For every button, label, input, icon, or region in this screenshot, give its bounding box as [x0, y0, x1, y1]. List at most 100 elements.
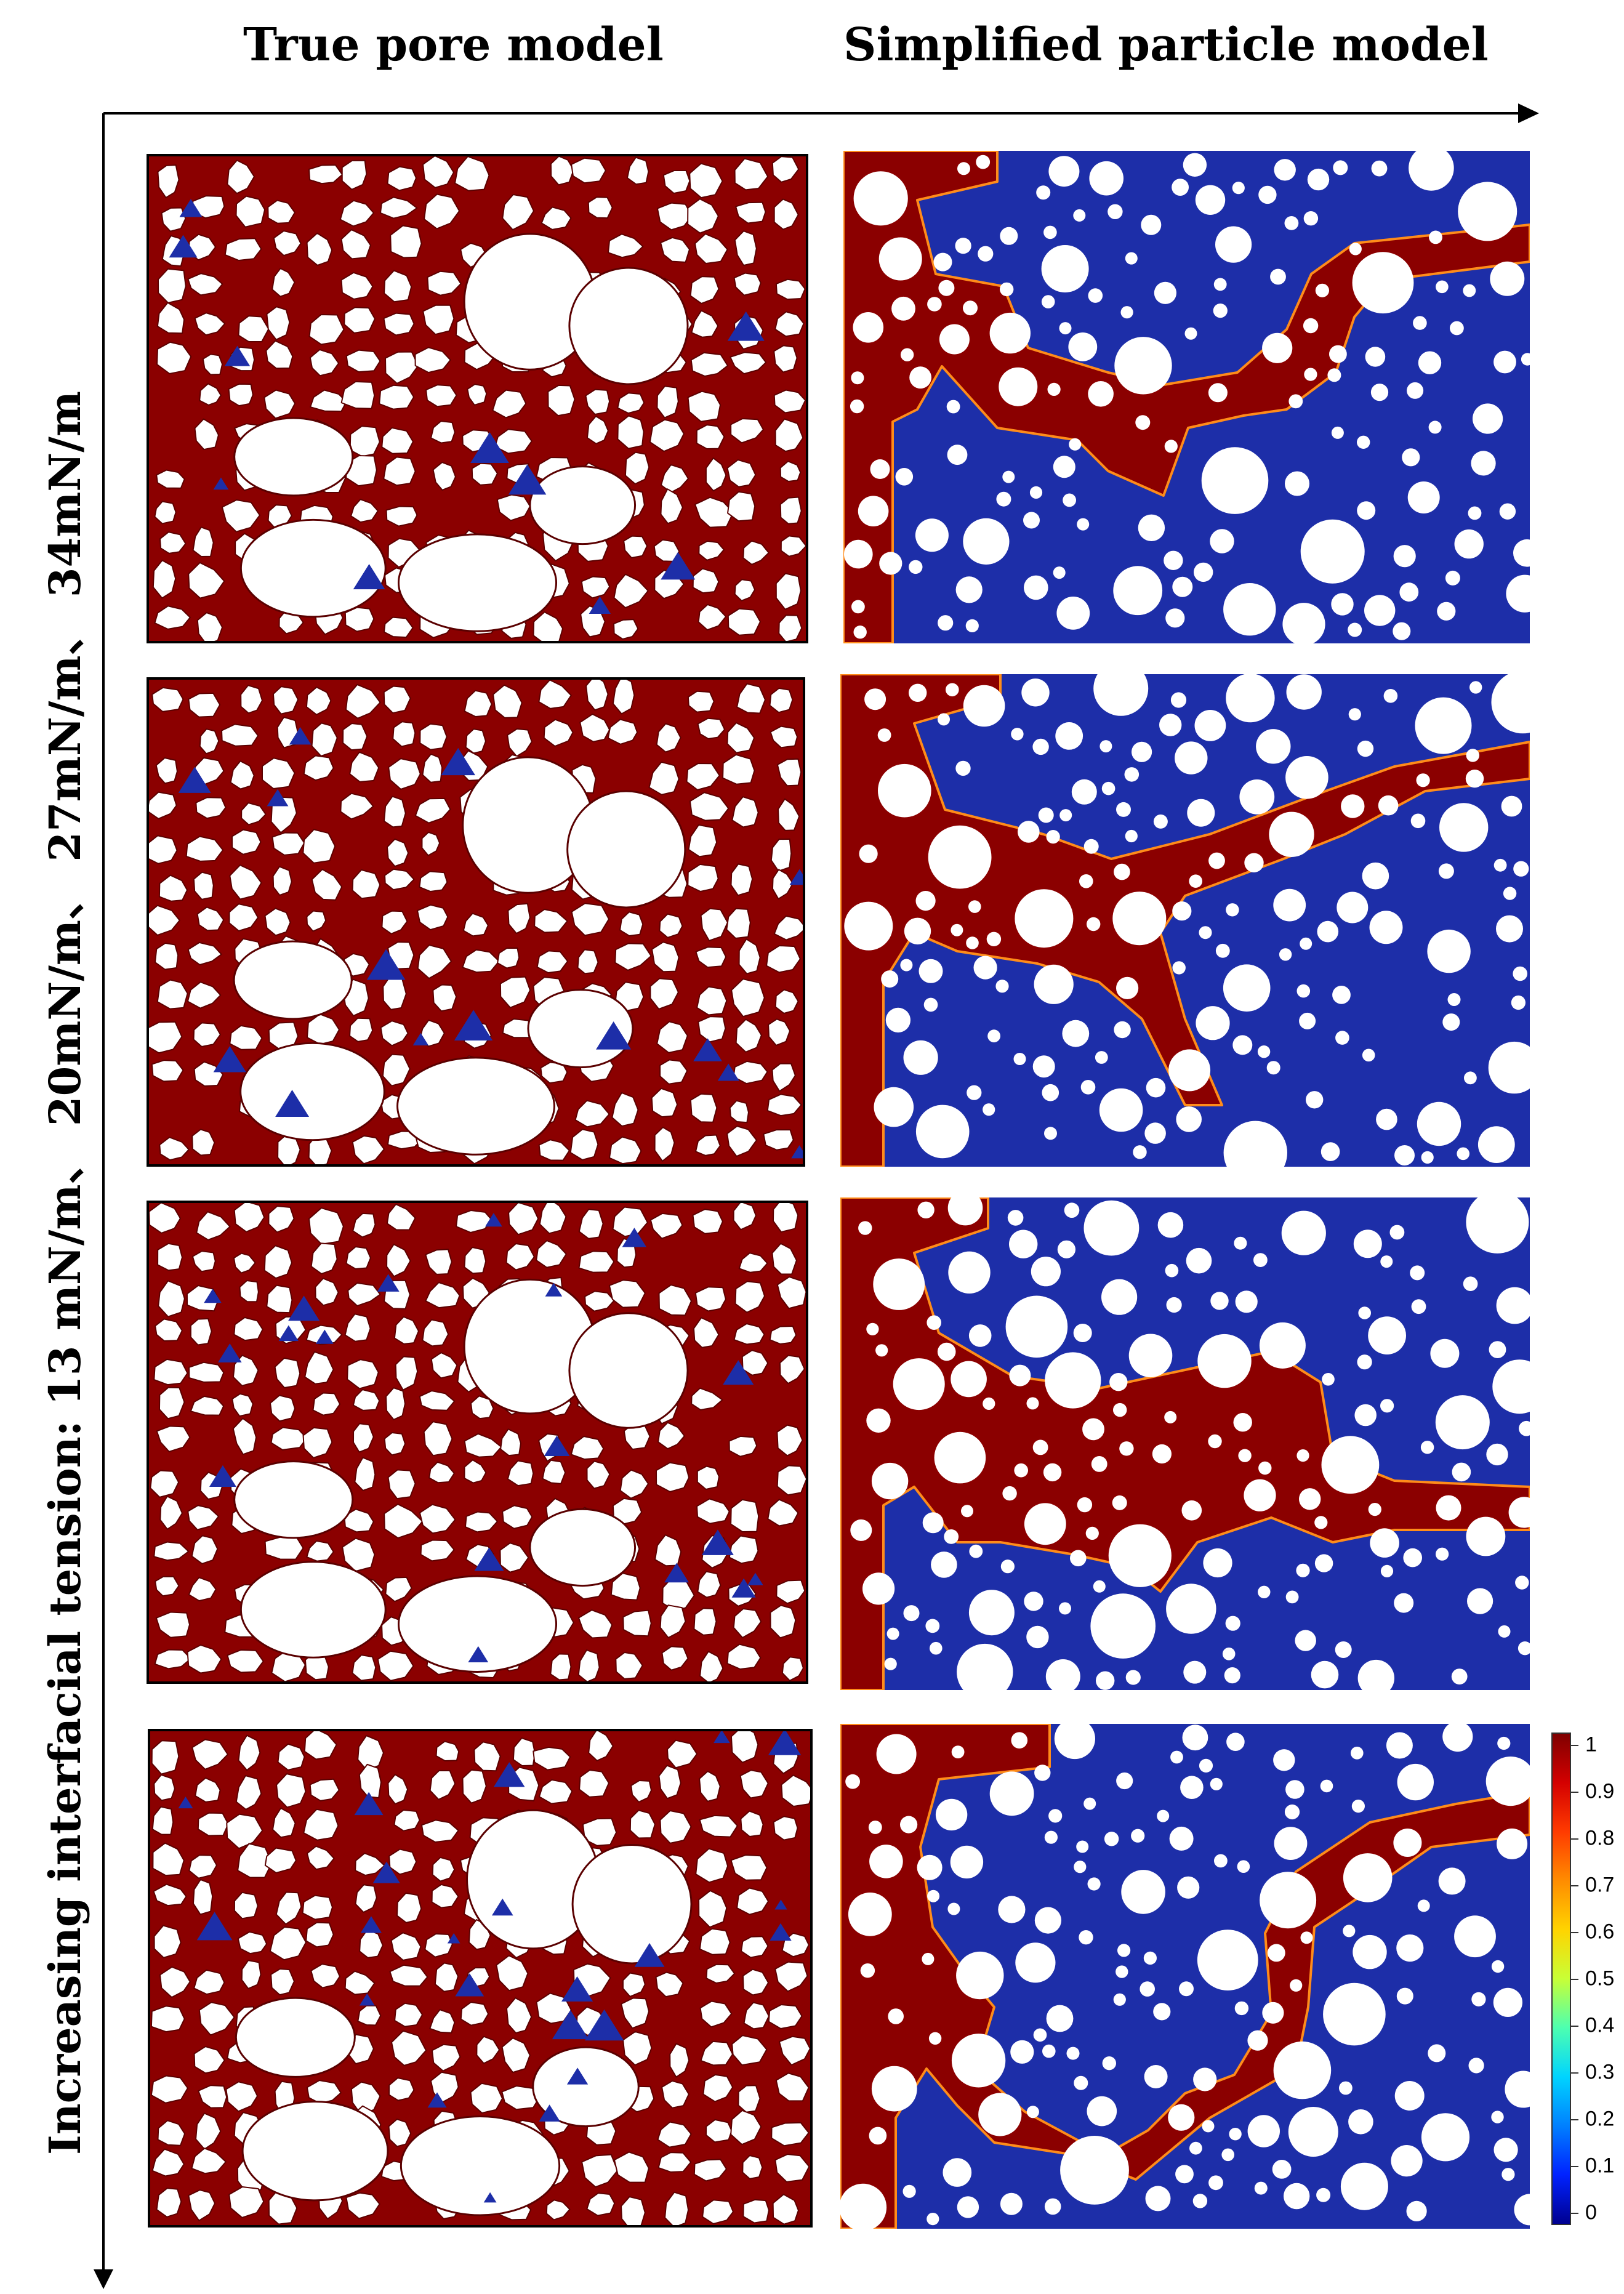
grain-particle: [1053, 456, 1075, 478]
grain-particle: [1064, 1202, 1080, 1218]
rock-grain: [694, 496, 734, 528]
grain-particle: [1009, 1364, 1031, 1386]
grain-particle: [1125, 829, 1138, 843]
rock-grain: [734, 579, 756, 602]
grain-particle: [963, 518, 1010, 565]
grain-particle: [1195, 185, 1226, 215]
residual-water-patch: [354, 1792, 384, 1816]
residual-water-patch: [377, 1274, 400, 1292]
grain-particle: [1113, 1993, 1126, 2006]
rock-grain: [731, 796, 759, 828]
rock-grain: [305, 686, 332, 715]
grain-particle: [1044, 2198, 1061, 2215]
grain-particle: [1410, 1265, 1425, 1281]
rock-grain: [651, 1087, 678, 1118]
residual-water-patch: [224, 345, 251, 366]
grain-particle: [1307, 168, 1330, 191]
residual-water-patch: [634, 1942, 665, 1967]
grain-particle: [875, 1344, 888, 1357]
rock-grain: [696, 986, 728, 1016]
grain-particle: [1519, 1420, 1530, 1436]
grain-particle: [1493, 1987, 1522, 2017]
rock-grain: [507, 1460, 534, 1487]
rock-grain: [190, 1318, 212, 1346]
interfacial-tension-axis-label: Increasing interfacial tension: 13 mN/m、…: [39, 391, 90, 2155]
rock-grain: [467, 384, 488, 406]
grain-particle: [1311, 1660, 1339, 1689]
grain-particle: [928, 825, 992, 889]
grain-particle: [909, 683, 927, 702]
grain-particle: [1508, 1497, 1530, 1528]
grain-particle: [1000, 2192, 1023, 2215]
grain-particle: [1226, 674, 1275, 723]
large-rock-grain: [396, 1056, 555, 1156]
rock-grain: [738, 2085, 761, 2113]
rock-grain: [659, 913, 683, 938]
rock-grain: [191, 1250, 216, 1273]
rock-grain: [232, 1354, 259, 1386]
rock-grain: [271, 832, 305, 856]
rock-grain: [394, 2002, 424, 2027]
grain-particle: [1170, 692, 1187, 708]
rock-grain: [199, 728, 220, 755]
rock-grain: [742, 1968, 770, 1996]
grain-particle: [1056, 597, 1090, 630]
rock-grain: [153, 1925, 182, 1958]
residual-water-patch: [596, 1021, 632, 1050]
grain-particle: [903, 1605, 920, 1622]
rock-grain: [385, 505, 418, 527]
residual-water-patch: [493, 1762, 525, 1787]
grain-particle: [1172, 901, 1192, 921]
rock-grain: [550, 1653, 572, 1681]
grain-particle: [1208, 852, 1225, 869]
grain-particle: [876, 1734, 917, 1774]
rock-grain: [154, 1649, 191, 1670]
rock-grain: [192, 526, 214, 557]
rock-grain: [349, 1017, 374, 1042]
grain-particle: [1109, 1373, 1128, 1391]
rock-grain: [385, 1387, 406, 1420]
rock-grain: [615, 1651, 643, 1680]
rock-grain: [775, 278, 806, 300]
rock-grain: [311, 869, 343, 901]
rock-grain: [383, 312, 415, 336]
grain-particle: [1317, 920, 1339, 943]
grain-particle: [1029, 486, 1043, 499]
rock-grain: [730, 863, 754, 896]
rock-grain: [381, 427, 414, 454]
rock-grain: [231, 1393, 254, 1417]
grain-particle: [1267, 1944, 1285, 1962]
grain-particle: [1501, 795, 1522, 817]
grain-particle: [1306, 1091, 1324, 1109]
rock-grain: [735, 1018, 762, 1053]
grain-particle: [1299, 1488, 1321, 1510]
rock-grain: [694, 1286, 726, 1312]
grain-particle: [1339, 2081, 1353, 2095]
grain-particle: [1300, 519, 1365, 584]
grain-particle: [1180, 1776, 1204, 1799]
colorbar-tick-mark: [1571, 2166, 1578, 2167]
rock-grain: [533, 1746, 571, 1771]
rock-grain: [195, 1777, 221, 1803]
grain-particle: [1380, 1255, 1393, 1268]
large-rock-grain: [397, 1575, 558, 1673]
rock-grain: [699, 1770, 721, 1802]
grain-particle: [1295, 1630, 1316, 1651]
rock-grain: [779, 1354, 805, 1385]
rock-grain: [656, 385, 679, 419]
grain-particle: [1321, 1436, 1380, 1494]
rock-grain: [730, 1731, 759, 1763]
rock-grain: [315, 1278, 339, 1306]
rock-grain: [736, 683, 766, 714]
grain-particle: [1314, 1516, 1328, 1529]
grain-particle: [1208, 1434, 1222, 1449]
grain-particle: [853, 626, 867, 639]
grain-particle: [1093, 674, 1149, 716]
rock-grain: [196, 1211, 231, 1241]
rock-grain: [197, 1812, 229, 1837]
rock-grain: [229, 864, 262, 900]
rock-grain: [340, 229, 371, 260]
grain-particle: [1034, 964, 1074, 1004]
grain-particle: [943, 2158, 972, 2187]
rock-grain: [387, 166, 417, 191]
